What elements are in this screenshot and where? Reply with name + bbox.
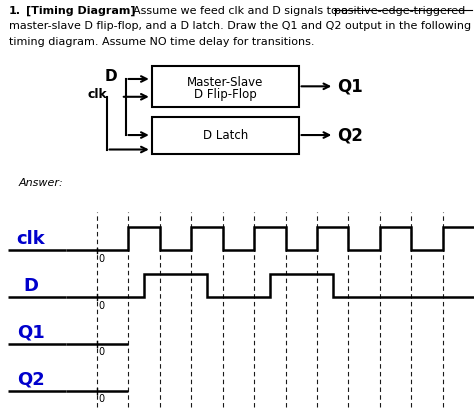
Text: Master-Slave: Master-Slave <box>187 76 264 89</box>
Text: 0: 0 <box>99 347 105 357</box>
Text: Q1: Q1 <box>337 77 363 95</box>
Text: 1.: 1. <box>9 6 20 16</box>
Text: 0: 0 <box>99 254 105 264</box>
Text: positive-edge-triggered: positive-edge-triggered <box>334 6 465 16</box>
Text: Q2: Q2 <box>17 370 45 388</box>
Text: timing diagram. Assume NO time delay for transitions.: timing diagram. Assume NO time delay for… <box>9 37 314 47</box>
Text: D Latch: D Latch <box>202 129 248 142</box>
Text: D Flip-Flop: D Flip-Flop <box>194 88 256 101</box>
Text: 0: 0 <box>99 394 105 404</box>
Text: D: D <box>105 69 118 84</box>
Bar <box>152 66 299 107</box>
Text: clk: clk <box>17 230 46 248</box>
Text: Assume we feed clk and D signals to a: Assume we feed clk and D signals to a <box>126 6 348 16</box>
Bar <box>152 117 299 154</box>
Text: [Timing Diagram]: [Timing Diagram] <box>26 6 136 16</box>
Text: master-slave D flip-flop, and a D latch. Draw the Q1 and Q2 output in the follow: master-slave D flip-flop, and a D latch.… <box>9 21 471 31</box>
Text: Answer:: Answer: <box>19 178 64 188</box>
Text: Q2: Q2 <box>337 126 364 144</box>
Text: D: D <box>24 276 38 295</box>
Text: Q1: Q1 <box>17 323 45 342</box>
Text: clk: clk <box>87 88 107 101</box>
Text: 0: 0 <box>99 301 105 311</box>
